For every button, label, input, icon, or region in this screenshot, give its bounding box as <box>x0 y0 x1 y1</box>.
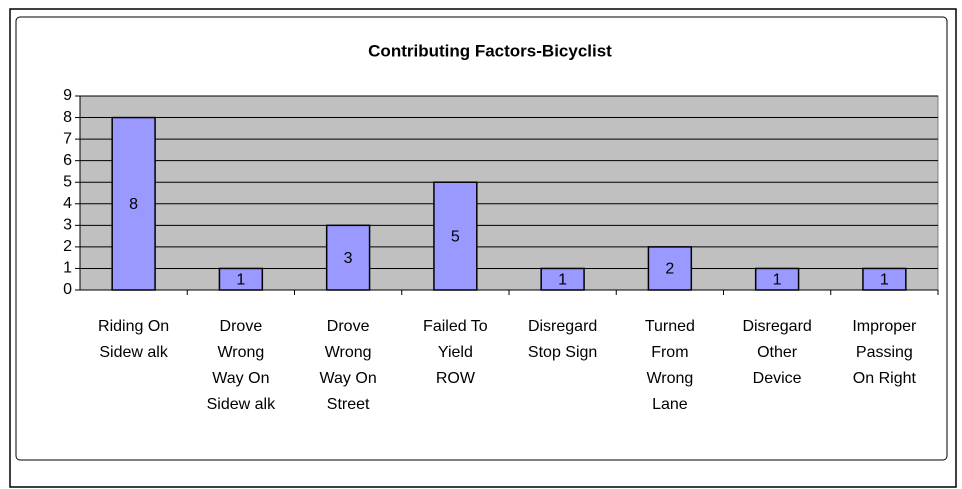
y-tick-label: 7 <box>63 130 72 147</box>
x-tick-label-line: Passing <box>856 344 913 361</box>
y-tick-label: 2 <box>63 238 72 255</box>
data-label: 1 <box>236 271 245 288</box>
x-tick-label-line: Improper <box>852 318 917 335</box>
y-tick-label: 6 <box>63 152 72 169</box>
bar <box>111 116 156 291</box>
x-tick-label-line: Sidew alk <box>207 396 276 413</box>
x-tick-label: Drove Wrong Way On Sidew alk <box>207 318 276 413</box>
x-tick-label-line: Device <box>753 370 802 387</box>
x-tick-label: Disregard Other Device <box>742 318 811 387</box>
x-tick-label-line: Way On <box>212 370 269 387</box>
data-label: 1 <box>880 271 889 288</box>
x-tick-label-line: On Right <box>853 370 917 387</box>
y-tick-label: 3 <box>63 217 72 234</box>
x-tick-label-line: Wrong <box>646 370 693 387</box>
y-tick-label: 0 <box>63 281 72 298</box>
x-tick-label-line: Drove <box>327 318 370 335</box>
y-tick-label: 5 <box>63 173 72 190</box>
x-tick-label-line: Lane <box>652 396 688 413</box>
data-label: 1 <box>773 271 782 288</box>
y-tick-label: 9 <box>63 87 72 104</box>
bar <box>433 181 478 291</box>
x-tick-label-line: ROW <box>436 370 476 387</box>
bar <box>325 224 371 291</box>
x-tick-label-line: Other <box>757 344 798 361</box>
chart-title: Contributing Factors-Bicyclist <box>368 41 612 60</box>
data-label: 5 <box>451 228 460 245</box>
x-tick-label-line: Wrong <box>325 344 372 361</box>
y-tick-label: 4 <box>63 195 72 212</box>
x-tick-label: Riding On Sidew alk <box>98 318 169 361</box>
y-tick-label: 1 <box>63 260 72 277</box>
x-tick-label-line: Failed To <box>423 318 488 335</box>
x-tick-label: Disregard Stop Sign <box>528 318 597 361</box>
y-tick-label: 8 <box>63 109 72 126</box>
x-tick-label-line: Stop Sign <box>528 344 597 361</box>
x-tick-label: Improper Passing On Right <box>852 318 917 387</box>
x-tick-label-line: Drove <box>220 318 263 335</box>
x-tick-label-line: Disregard <box>742 318 811 335</box>
data-label: 1 <box>558 271 567 288</box>
x-tick-label-line: Wrong <box>217 344 264 361</box>
x-tick-label: Failed To Yield ROW <box>423 318 488 387</box>
x-tick-label: Turned From Wrong Lane <box>645 318 695 413</box>
x-tick-label: Drove Wrong Way On Street <box>320 318 377 413</box>
data-label: 8 <box>129 196 138 213</box>
x-tick-label-line: Turned <box>645 318 695 335</box>
x-tick-label-line: Sidew alk <box>99 344 168 361</box>
x-tick-label-line: Disregard <box>528 318 597 335</box>
x-tick-label-line: Riding On <box>98 318 169 335</box>
x-tick-label-line: Yield <box>438 344 473 361</box>
plot-area <box>79 95 939 291</box>
x-tick-label-line: Way On <box>320 370 377 387</box>
bar <box>647 246 693 291</box>
x-tick-label-line: From <box>651 344 688 361</box>
data-label: 2 <box>665 261 674 278</box>
data-label: 3 <box>344 250 353 267</box>
x-tick-label-line: Street <box>327 396 370 413</box>
